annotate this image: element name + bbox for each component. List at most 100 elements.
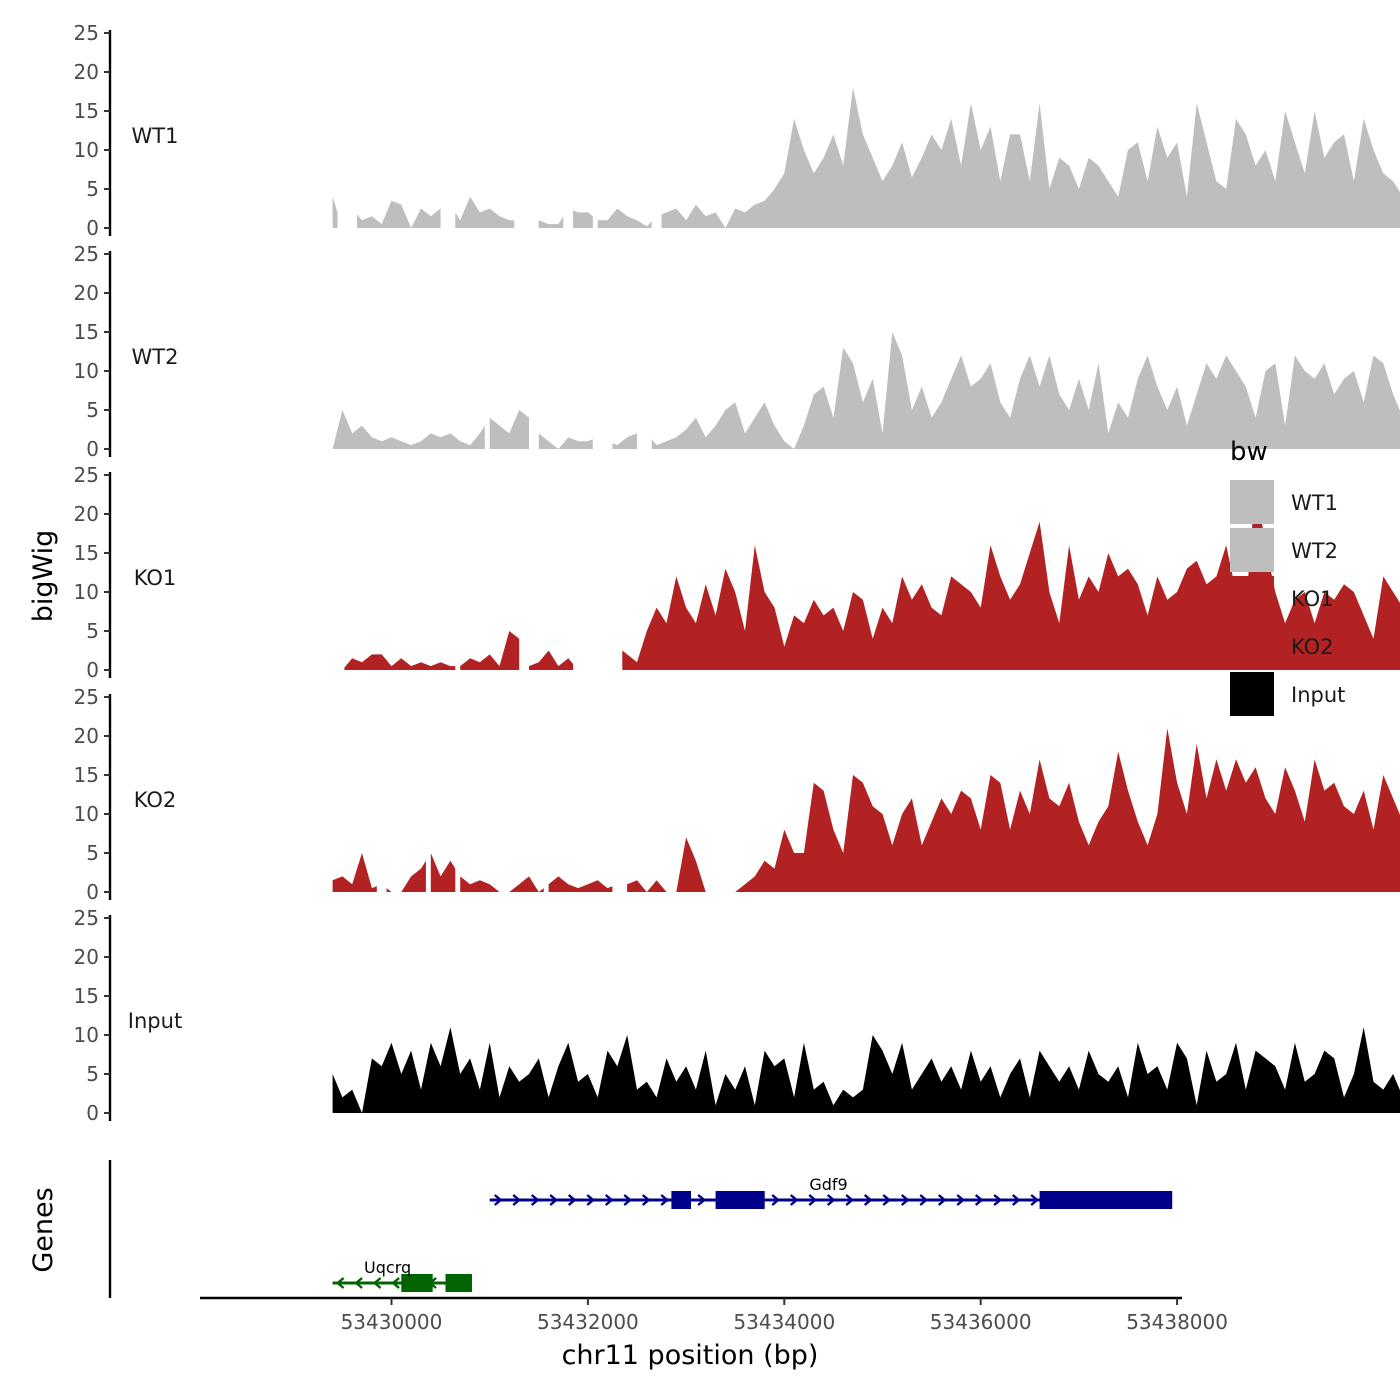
y-tick-label: 25 bbox=[74, 906, 99, 930]
legend-title: bw bbox=[1230, 437, 1268, 467]
legend-label: Input bbox=[1291, 683, 1345, 707]
strand-arrow bbox=[391, 1277, 400, 1289]
coverage-area-wt1 bbox=[332, 87, 1400, 228]
gene-exon bbox=[671, 1191, 691, 1209]
legend-swatch-input bbox=[1230, 672, 1274, 716]
legend: bw WT1 WT2 KO1 KO2 Input bbox=[1230, 437, 1345, 716]
strand-arrow bbox=[900, 1194, 910, 1206]
y-tick-label: 25 bbox=[74, 21, 99, 45]
coverage-gap bbox=[440, 25, 456, 230]
coverage-area-wt2 bbox=[332, 332, 1400, 449]
y-tick-label: 15 bbox=[74, 984, 99, 1008]
y-tick-label: 15 bbox=[74, 99, 99, 123]
coverage-gap bbox=[455, 467, 461, 671]
strand-arrow bbox=[623, 1194, 633, 1206]
y-tick-label: 0 bbox=[86, 1101, 99, 1125]
coverage-area-input bbox=[332, 1027, 1400, 1113]
legend-label: WT1 bbox=[1291, 491, 1338, 515]
strand-arrow bbox=[493, 1194, 503, 1206]
y-tick-label: 25 bbox=[74, 685, 99, 709]
coverage-gap bbox=[592, 246, 613, 450]
y-tick-label: 0 bbox=[86, 437, 99, 461]
strand-arrow bbox=[882, 1194, 892, 1206]
strand-arrow bbox=[863, 1194, 873, 1206]
track-wt2: 0 5 10 15 20 25 WT2 bbox=[74, 242, 1400, 461]
gene-label: Uqcrq bbox=[364, 1258, 411, 1277]
genes-panel-title: Genes bbox=[28, 1187, 59, 1272]
coverage-gap bbox=[651, 25, 662, 230]
legend-label: KO1 bbox=[1291, 587, 1334, 611]
x-tick-label: 53436000 bbox=[930, 1310, 1032, 1334]
coverage-gap bbox=[376, 689, 387, 893]
y-tick-label: 5 bbox=[86, 1062, 99, 1086]
y-axis-title: bigWig bbox=[28, 530, 59, 623]
strand-arrow bbox=[335, 1277, 345, 1289]
coverage-gap bbox=[637, 246, 652, 450]
strand-arrow bbox=[956, 1194, 966, 1206]
y-tick-label: 15 bbox=[74, 320, 99, 344]
strand-arrow bbox=[567, 1194, 577, 1206]
y-tick-label: 0 bbox=[86, 880, 99, 904]
track-label: WT2 bbox=[132, 345, 179, 369]
y-tick-label: 5 bbox=[86, 177, 99, 201]
x-tick-label: 53434000 bbox=[733, 1310, 835, 1334]
gene-exon bbox=[715, 1191, 765, 1209]
track-ko2: 0 5 10 15 20 25 KO2 bbox=[74, 685, 1400, 904]
strand-arrow bbox=[586, 1194, 596, 1206]
gene-exon bbox=[1039, 1191, 1173, 1209]
strand-arrow bbox=[808, 1194, 818, 1206]
strand-arrow bbox=[530, 1194, 540, 1206]
bigwig-tracks: 0 5 10 15 20 25 WT1 0 5 10 15 20 25 WT2 0 5 10 15 20 25 KO1 0… bbox=[74, 21, 1400, 1125]
gene-exon bbox=[401, 1274, 433, 1292]
y-tick-label: 5 bbox=[86, 619, 99, 643]
y-tick-label: 10 bbox=[74, 802, 99, 826]
strand-arrow bbox=[512, 1194, 522, 1206]
y-tick-label: 5 bbox=[86, 841, 99, 865]
track-wt1: 0 5 10 15 20 25 WT1 bbox=[74, 21, 1400, 240]
legend-swatch-wt1 bbox=[1230, 480, 1274, 524]
strand-arrow bbox=[789, 1194, 799, 1206]
gene-exon bbox=[445, 1274, 472, 1292]
strand-arrow bbox=[641, 1194, 651, 1206]
strand-arrow bbox=[771, 1194, 781, 1206]
coverage-gap bbox=[425, 689, 431, 893]
track-label: Input bbox=[128, 1009, 182, 1033]
strand-arrow bbox=[1011, 1194, 1021, 1206]
track-input: 0 5 10 15 20 25 Input bbox=[74, 906, 1400, 1125]
y-tick-label: 10 bbox=[74, 138, 99, 162]
x-tick-label: 53432000 bbox=[537, 1310, 639, 1334]
strand-arrow bbox=[919, 1194, 929, 1206]
y-tick-label: 20 bbox=[74, 945, 99, 969]
coverage-gap bbox=[573, 467, 623, 671]
y-tick-label: 10 bbox=[74, 1023, 99, 1047]
x-tick-label: 53430000 bbox=[341, 1310, 443, 1334]
strand-arrow bbox=[660, 1194, 670, 1206]
coverage-gap bbox=[529, 246, 539, 450]
y-tick-label: 20 bbox=[74, 724, 99, 748]
strand-arrow bbox=[845, 1194, 855, 1206]
x-tick-label: 53438000 bbox=[1126, 1310, 1228, 1334]
coverage-gap bbox=[332, 467, 345, 671]
track-ko1: 0 5 10 15 20 25 KO1 bbox=[74, 463, 1400, 682]
coverage-gap bbox=[592, 25, 598, 230]
y-tick-label: 20 bbox=[74, 281, 99, 305]
strand-arrow bbox=[1030, 1194, 1040, 1206]
coverage-gap bbox=[484, 246, 490, 450]
track-label: KO2 bbox=[134, 788, 177, 812]
y-tick-label: 15 bbox=[74, 541, 99, 565]
coverage-gap bbox=[612, 689, 628, 893]
track-label: KO1 bbox=[134, 566, 177, 590]
y-tick-label: 25 bbox=[74, 242, 99, 266]
gene-label: Gdf9 bbox=[809, 1175, 847, 1194]
strand-arrow bbox=[549, 1194, 559, 1206]
strand-arrow bbox=[372, 1277, 382, 1289]
legend-label: KO2 bbox=[1291, 635, 1334, 659]
coverage-area-ko1 bbox=[332, 482, 1400, 670]
legend-swatch-ko1 bbox=[1230, 576, 1274, 620]
legend-label: WT2 bbox=[1291, 539, 1338, 563]
coverage-gap bbox=[455, 689, 461, 893]
y-tick-label: 20 bbox=[74, 60, 99, 84]
y-tick-label: 10 bbox=[74, 359, 99, 383]
y-tick-label: 25 bbox=[74, 463, 99, 487]
